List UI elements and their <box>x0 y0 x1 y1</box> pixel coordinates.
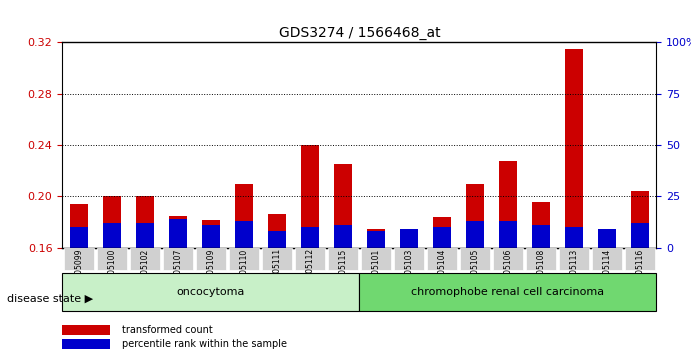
Text: oncocytoma: oncocytoma <box>177 287 245 297</box>
Bar <box>400 229 418 248</box>
FancyBboxPatch shape <box>493 248 522 270</box>
FancyBboxPatch shape <box>394 248 424 270</box>
Text: GSM305111: GSM305111 <box>272 248 281 295</box>
Bar <box>466 221 484 248</box>
Bar <box>202 219 220 248</box>
FancyBboxPatch shape <box>526 248 556 270</box>
Text: disease state ▶: disease state ▶ <box>7 294 93 304</box>
Bar <box>169 219 187 248</box>
Bar <box>598 229 616 248</box>
Bar <box>532 225 550 248</box>
Bar <box>499 221 517 248</box>
FancyBboxPatch shape <box>229 248 258 270</box>
Bar <box>532 202 550 248</box>
Bar <box>202 225 220 248</box>
Bar <box>334 225 352 248</box>
FancyBboxPatch shape <box>97 248 126 270</box>
Bar <box>400 230 418 248</box>
Text: percentile rank within the sample: percentile rank within the sample <box>122 339 287 349</box>
Text: GSM305102: GSM305102 <box>140 248 149 295</box>
FancyBboxPatch shape <box>130 248 160 270</box>
Bar <box>565 49 583 248</box>
Bar <box>135 223 154 248</box>
FancyBboxPatch shape <box>359 273 656 311</box>
Bar <box>103 196 121 248</box>
Text: GSM305112: GSM305112 <box>305 248 314 295</box>
Text: GSM305101: GSM305101 <box>371 248 380 295</box>
Bar <box>301 145 319 248</box>
Bar <box>598 235 616 248</box>
Bar <box>70 227 88 248</box>
Bar <box>631 223 649 248</box>
FancyBboxPatch shape <box>328 248 358 270</box>
FancyBboxPatch shape <box>295 248 325 270</box>
Bar <box>301 227 319 248</box>
Text: GSM305104: GSM305104 <box>437 248 446 295</box>
FancyBboxPatch shape <box>592 248 622 270</box>
Bar <box>499 161 517 248</box>
Text: GSM305113: GSM305113 <box>569 248 578 295</box>
Text: chromophobe renal cell carcinoma: chromophobe renal cell carcinoma <box>411 287 605 297</box>
Text: GSM305115: GSM305115 <box>339 248 348 295</box>
Bar <box>235 184 253 248</box>
Bar <box>267 215 286 248</box>
Bar <box>367 232 385 248</box>
Text: GSM305100: GSM305100 <box>107 248 116 295</box>
Text: GSM305099: GSM305099 <box>74 248 83 295</box>
FancyBboxPatch shape <box>559 248 589 270</box>
FancyBboxPatch shape <box>460 248 490 270</box>
FancyBboxPatch shape <box>196 248 225 270</box>
FancyBboxPatch shape <box>163 248 193 270</box>
FancyBboxPatch shape <box>361 248 390 270</box>
Text: GSM305114: GSM305114 <box>603 248 612 295</box>
Bar <box>565 227 583 248</box>
Bar <box>334 164 352 248</box>
Bar <box>62 325 110 335</box>
Bar <box>135 196 154 248</box>
Bar <box>267 232 286 248</box>
Text: GSM305106: GSM305106 <box>503 248 513 295</box>
Bar <box>433 217 451 248</box>
FancyBboxPatch shape <box>62 273 359 311</box>
Text: GSM305110: GSM305110 <box>239 248 248 295</box>
Text: GSM305103: GSM305103 <box>404 248 413 295</box>
FancyBboxPatch shape <box>64 248 93 270</box>
Text: GSM305108: GSM305108 <box>536 248 545 295</box>
FancyBboxPatch shape <box>262 248 292 270</box>
FancyBboxPatch shape <box>625 248 655 270</box>
Text: transformed count: transformed count <box>122 325 212 335</box>
Bar <box>433 227 451 248</box>
Bar <box>631 191 649 248</box>
Text: GSM305107: GSM305107 <box>173 248 182 295</box>
Bar <box>169 216 187 248</box>
Title: GDS3274 / 1566468_at: GDS3274 / 1566468_at <box>278 26 440 40</box>
Bar <box>103 223 121 248</box>
Bar <box>70 204 88 248</box>
Bar <box>62 339 110 349</box>
Bar <box>235 221 253 248</box>
FancyBboxPatch shape <box>427 248 457 270</box>
Bar <box>367 229 385 248</box>
Bar <box>466 184 484 248</box>
Text: GSM305105: GSM305105 <box>471 248 480 295</box>
Text: GSM305109: GSM305109 <box>206 248 216 295</box>
Text: GSM305116: GSM305116 <box>636 248 645 295</box>
